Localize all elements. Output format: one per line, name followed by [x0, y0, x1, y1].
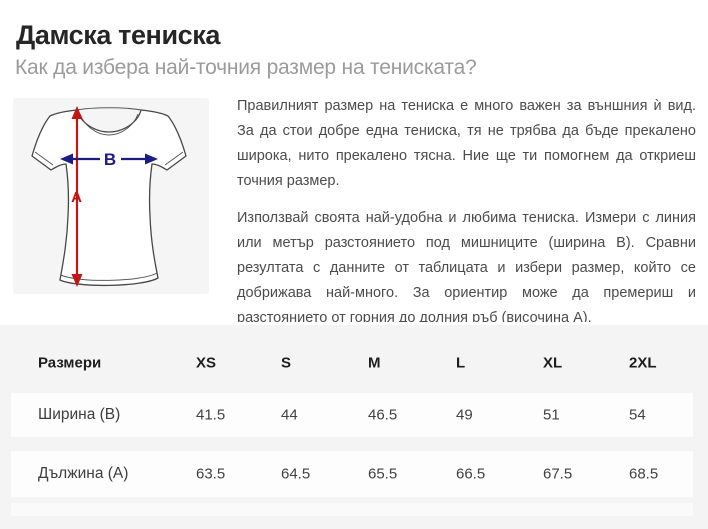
row-value: 49 — [456, 406, 473, 424]
hem-line — [60, 272, 158, 281]
row-value: 64.5 — [281, 465, 311, 483]
row-value: 46.5 — [368, 406, 398, 424]
row-value: 63.5 — [196, 465, 226, 483]
row-value: 41.5 — [196, 406, 226, 424]
intro-text: Правилният размер на тениска е много важ… — [237, 94, 696, 322]
page-title: Дамска тениска — [16, 20, 221, 50]
right-cuff-line — [164, 151, 184, 166]
tshirt-outline — [31, 109, 187, 287]
size-table-header-label: Размери — [38, 354, 102, 372]
row-value: 54 — [629, 406, 646, 424]
size-column-xs: XS — [196, 354, 217, 372]
row-value: 66.5 — [456, 465, 486, 483]
page-subtitle: Как да избера най-точния размер на тенис… — [15, 56, 477, 79]
width-arrow: B — [60, 150, 158, 169]
row-value: 67.5 — [543, 465, 573, 483]
tshirt-diagram-svg: A B — [31, 106, 187, 287]
intro-paragraph-2: Използвай своята най-удобна и любима тен… — [237, 210, 696, 322]
row-label: Дължина (A) — [38, 465, 129, 482]
tshirt-measurement-diagram: A B — [13, 98, 209, 294]
row-label: Ширина (B) — [38, 406, 121, 423]
size-column-2xl: 2XL — [629, 354, 657, 372]
width-label: B — [104, 150, 116, 169]
size-column-xl: XL — [543, 354, 563, 372]
row-value: 51 — [543, 406, 560, 424]
size-column-m: M — [368, 354, 381, 372]
intro-paragraph-1: Правилният размер на тениска е много важ… — [237, 98, 696, 189]
row-value: 44 — [281, 406, 298, 424]
table-row-length: Дължина (A) 63.5 64.5 65.5 66.5 67.5 68.… — [11, 451, 693, 497]
size-column-l: L — [456, 354, 466, 372]
table-row-empty — [11, 503, 693, 516]
collar-inner-line — [79, 113, 139, 136]
size-table: Размери XS S M L XL 2XL Ширина (B) 41.5 … — [0, 325, 708, 529]
size-column-s: S — [281, 354, 292, 372]
table-row-width: Ширина (B) 41.5 44 46.5 49 51 54 — [11, 393, 693, 437]
height-arrow: A — [71, 106, 83, 287]
collar-back-line — [76, 107, 142, 111]
left-cuff-line — [34, 151, 54, 166]
row-value: 65.5 — [368, 465, 398, 483]
height-label: A — [71, 189, 82, 206]
row-value: 68.5 — [629, 465, 659, 483]
